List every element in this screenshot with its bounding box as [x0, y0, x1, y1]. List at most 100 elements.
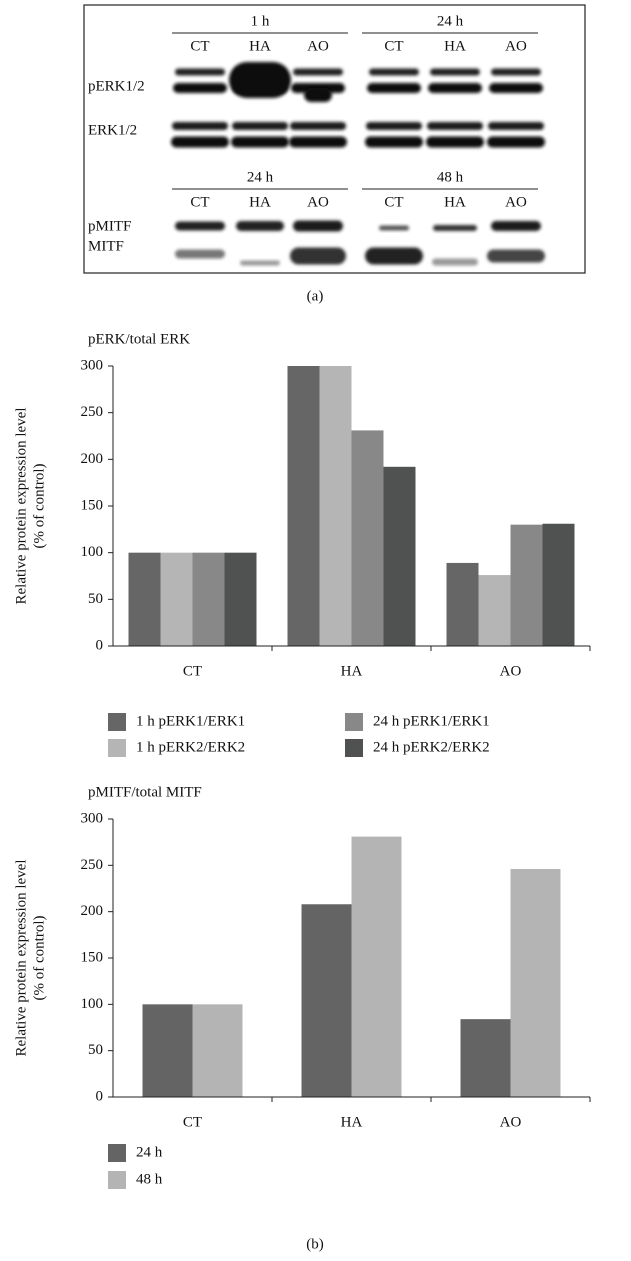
lane-label: CT [384, 194, 403, 210]
bar [288, 366, 320, 646]
bar [143, 1004, 193, 1097]
bar [302, 904, 352, 1097]
legend-swatch [108, 1171, 126, 1189]
blot-band [240, 261, 280, 266]
lane-label: HA [249, 38, 271, 54]
bar [511, 525, 543, 646]
lane-label: HA [249, 194, 271, 210]
time-label: 24 h [437, 13, 464, 29]
time-label: 24 h [247, 169, 274, 185]
blot-band [367, 83, 421, 93]
blot-band [290, 122, 346, 130]
lane-label: CT [190, 194, 209, 210]
blot-band [173, 83, 227, 93]
y-tick-label: 300 [81, 357, 104, 373]
blot-band [433, 225, 477, 231]
blot-band [491, 221, 541, 231]
blot-band [365, 248, 423, 265]
lane-label: CT [190, 38, 209, 54]
blot-band [236, 221, 284, 231]
y-axis-label: (% of control) [31, 916, 47, 1001]
figure: (a) (b) 1 h24 hCTHAAOCTHAAOpERK1/2ERK1/2… [0, 0, 631, 1261]
y-axis-label: Relative protein expression level [13, 859, 29, 1056]
bar [320, 366, 352, 646]
blot-band [487, 250, 545, 263]
bar [543, 524, 575, 646]
y-tick-label: 200 [81, 451, 104, 467]
blot-band [290, 248, 346, 265]
blot-band [426, 137, 484, 148]
bar [225, 553, 257, 646]
blot-band [430, 69, 480, 76]
row-label: pERK1/2 [88, 78, 145, 94]
lane-label: HA [444, 38, 466, 54]
row-label: pMITF [88, 218, 131, 234]
x-tick-label: HA [341, 1114, 363, 1130]
legend-label: 24 h [136, 1144, 163, 1160]
y-tick-label: 100 [81, 544, 104, 560]
bar [479, 575, 511, 646]
blot-band [289, 137, 347, 148]
page: {"blot": { "panel1": {"times": ["1 h", "… [0, 0, 631, 1261]
y-tick-label: 0 [96, 637, 104, 653]
row-label: ERK1/2 [88, 122, 137, 138]
blot-band [491, 69, 541, 76]
blot-band [487, 137, 545, 148]
chart-title: pERK/total ERK [88, 331, 190, 347]
bar [161, 553, 193, 646]
bar [511, 869, 561, 1097]
blot-band [379, 226, 409, 231]
legend-label: 1 h pERK2/ERK2 [136, 739, 245, 755]
legend-label: 24 h pERK1/ERK1 [373, 713, 490, 729]
y-tick-label: 50 [88, 591, 103, 607]
row-label: MITF [88, 238, 124, 254]
blot-band [232, 122, 288, 130]
lane-label: AO [505, 194, 527, 210]
y-tick-label: 200 [81, 903, 104, 919]
lane-label: AO [505, 38, 527, 54]
x-tick-label: AO [500, 663, 522, 679]
bar [352, 837, 402, 1097]
legend-label: 24 h pERK2/ERK2 [373, 739, 490, 755]
legend-label: 1 h pERK1/ERK1 [136, 713, 245, 729]
blot-band [172, 122, 228, 130]
y-tick-label: 150 [81, 949, 104, 965]
lane-label: HA [444, 194, 466, 210]
blot-band [488, 122, 544, 130]
legend-label: 48 h [136, 1171, 163, 1187]
legend-swatch [345, 713, 363, 731]
bar [384, 467, 416, 646]
chart-title: pMITF/total MITF [88, 784, 202, 800]
y-axis-label: (% of control) [31, 464, 47, 549]
blot-band [427, 122, 483, 130]
blot-band [428, 83, 482, 93]
panel-label: (b) [306, 1236, 324, 1252]
legend-swatch [108, 713, 126, 731]
blot-band [231, 137, 289, 148]
bar [352, 430, 384, 646]
legend-swatch [345, 739, 363, 757]
bar [129, 553, 161, 646]
blot-band [369, 69, 419, 76]
y-tick-label: 250 [81, 404, 104, 420]
blot-band [171, 137, 229, 148]
y-tick-label: 300 [81, 810, 104, 826]
blot-band [293, 221, 343, 232]
lane-label: AO [307, 38, 329, 54]
blot-band [365, 137, 423, 148]
y-tick-label: 50 [88, 1042, 103, 1058]
blot-band [366, 122, 422, 130]
legend-swatch [108, 1144, 126, 1162]
bar [447, 563, 479, 646]
blot-band [489, 83, 543, 93]
x-tick-label: HA [341, 663, 363, 679]
y-tick-label: 0 [96, 1088, 104, 1104]
time-label: 1 h [251, 13, 270, 29]
lane-label: AO [307, 194, 329, 210]
blot-band [432, 259, 478, 266]
blot-band [304, 88, 332, 102]
x-tick-label: CT [183, 663, 202, 679]
x-tick-label: AO [500, 1114, 522, 1130]
y-tick-label: 250 [81, 857, 104, 873]
y-tick-label: 100 [81, 996, 104, 1012]
